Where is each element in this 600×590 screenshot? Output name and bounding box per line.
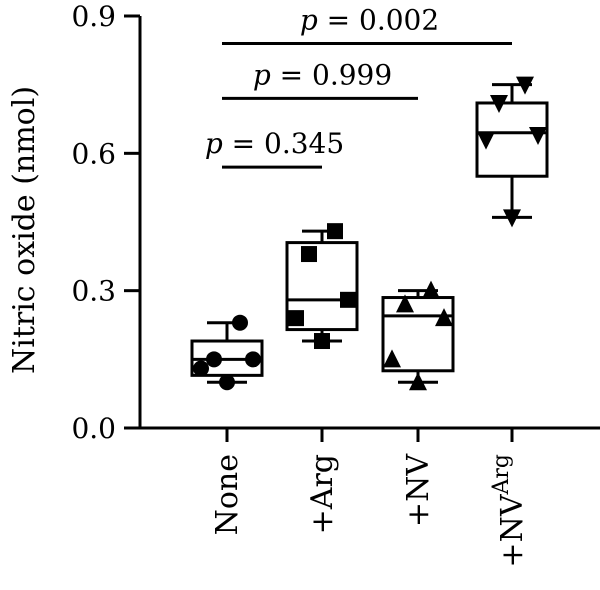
data-point [219, 374, 235, 391]
y-tick-label: 0.6 [71, 137, 116, 170]
data-point [193, 360, 209, 377]
y-axis-title: Nitric oxide (nmol) [7, 86, 42, 374]
y-tick-label: 0.3 [71, 275, 116, 308]
x-tick-label: +NVArg [489, 454, 530, 568]
box [285, 241, 359, 332]
data-point [245, 351, 261, 368]
data-point [314, 333, 330, 350]
data-points [193, 76, 547, 391]
data-point [206, 351, 222, 368]
data-point [435, 308, 453, 327]
axes [124, 14, 600, 442]
data-point [301, 246, 317, 263]
data-point [327, 223, 343, 240]
data-point [232, 314, 248, 331]
data-point [409, 372, 427, 391]
data-point [490, 94, 508, 113]
data-point [529, 127, 547, 146]
data-point [396, 294, 414, 313]
x-tick-label: +NV [401, 453, 436, 527]
data-point [477, 131, 495, 150]
y-tick-label: 0.0 [71, 412, 116, 445]
data-point [340, 291, 356, 308]
y-tick-label: 0.9 [71, 0, 116, 33]
data-point [383, 349, 401, 368]
data-point [503, 209, 521, 228]
labels: 0.0 0.3 0.6 0.9 Nitric oxide (nmol) None +Arg +… [7, 0, 530, 568]
data-point [422, 280, 440, 299]
p-value-label: p = 0.999 [253, 58, 392, 91]
data-point [516, 76, 534, 95]
p-value-label: p = 0.345 [205, 127, 344, 160]
x-tick-label: None [210, 454, 245, 535]
data-point [288, 310, 304, 327]
x-tick-label: +Arg [305, 454, 340, 534]
comparison-brackets: p = 0.345 p = 0.999 p = 0.002 [205, 3, 512, 169]
p-value-label: p = 0.002 [300, 3, 439, 36]
